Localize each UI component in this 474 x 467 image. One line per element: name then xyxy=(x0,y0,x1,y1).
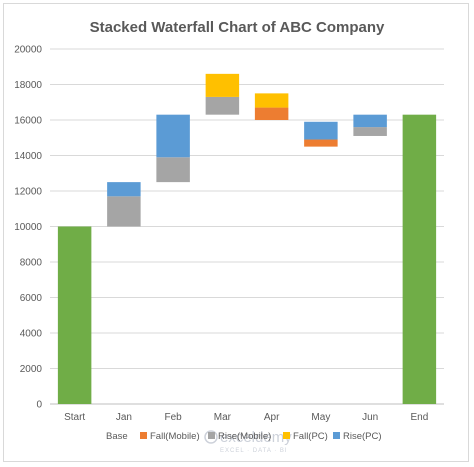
y-tick-label: 16000 xyxy=(14,116,42,127)
bar-fall-pc-mar xyxy=(205,73,240,97)
x-tick-label: May xyxy=(311,412,330,423)
bar-rise-mobile-mar xyxy=(205,96,240,115)
legend-label: Base xyxy=(106,431,128,442)
x-tick-label: Mar xyxy=(214,412,232,423)
bar-base-start xyxy=(57,226,92,404)
bar-rise-pc-jun xyxy=(353,114,387,128)
y-axis: 0 2000 4000 6000 8000 10000 12000 14000 16000 180… xyxy=(14,45,42,411)
x-tick-label: End xyxy=(410,412,428,423)
legend-swatch xyxy=(283,432,290,439)
bar-rise-pc-may xyxy=(304,121,338,140)
legend-label: Fall(Mobile) xyxy=(150,431,200,442)
watermark-logo-icon xyxy=(204,430,218,444)
legend-label: Rise(PC) xyxy=(343,431,382,442)
legend-swatch xyxy=(208,432,215,439)
y-tick-label: 4000 xyxy=(20,329,43,340)
bar-base-end xyxy=(402,114,437,405)
bar-fall-pc-apr xyxy=(254,93,289,108)
y-tick-label: 12000 xyxy=(14,187,42,198)
legend-label: Fall(PC) xyxy=(293,431,328,442)
x-tick-label: Start xyxy=(64,412,85,423)
bar-rise-pc-jan xyxy=(107,182,141,197)
y-tick-label: 6000 xyxy=(20,293,43,304)
legend: Base Fall(Mobile) Rise(Mobile) Fall(PC) Rise… xyxy=(106,431,382,442)
x-tick-label: Feb xyxy=(165,412,183,423)
legend-swatch xyxy=(140,432,147,439)
y-tick-label: 14000 xyxy=(14,151,42,162)
y-tick-label: 20000 xyxy=(14,45,42,56)
gridlines xyxy=(50,48,444,405)
y-tick-label: 18000 xyxy=(14,80,42,91)
chart-title: Stacked Waterfall Chart of ABC Company xyxy=(90,19,385,36)
y-tick-label: 0 xyxy=(36,400,42,411)
legend-label: Rise(Mobile) xyxy=(218,431,271,442)
x-tick-label: Apr xyxy=(264,412,280,423)
y-tick-label: 10000 xyxy=(14,222,42,233)
x-tick-label: Jun xyxy=(362,412,378,423)
x-tick-label: Jan xyxy=(116,412,132,423)
legend-swatch xyxy=(333,432,340,439)
bar-rise-pc-feb xyxy=(156,114,190,158)
bar-fall-mobile-apr xyxy=(254,107,289,120)
bar-rise-mobile-feb xyxy=(156,157,190,183)
bar-rise-mobile-jun xyxy=(353,127,387,136)
y-tick-label: 2000 xyxy=(20,364,43,375)
y-tick-label: 8000 xyxy=(20,258,43,269)
watermark-text: exceldemy xyxy=(220,429,292,446)
bars xyxy=(57,73,437,405)
watermark-subtitle: EXCEL · DATA · BI xyxy=(220,448,288,454)
watermark: exceldemy EXCEL · DATA · BI xyxy=(204,429,292,454)
bar-fall-mobile-may xyxy=(304,139,338,147)
x-axis: Start Jan Feb Mar Apr May Jun End xyxy=(64,412,428,423)
bar-rise-mobile-jan xyxy=(107,196,141,227)
